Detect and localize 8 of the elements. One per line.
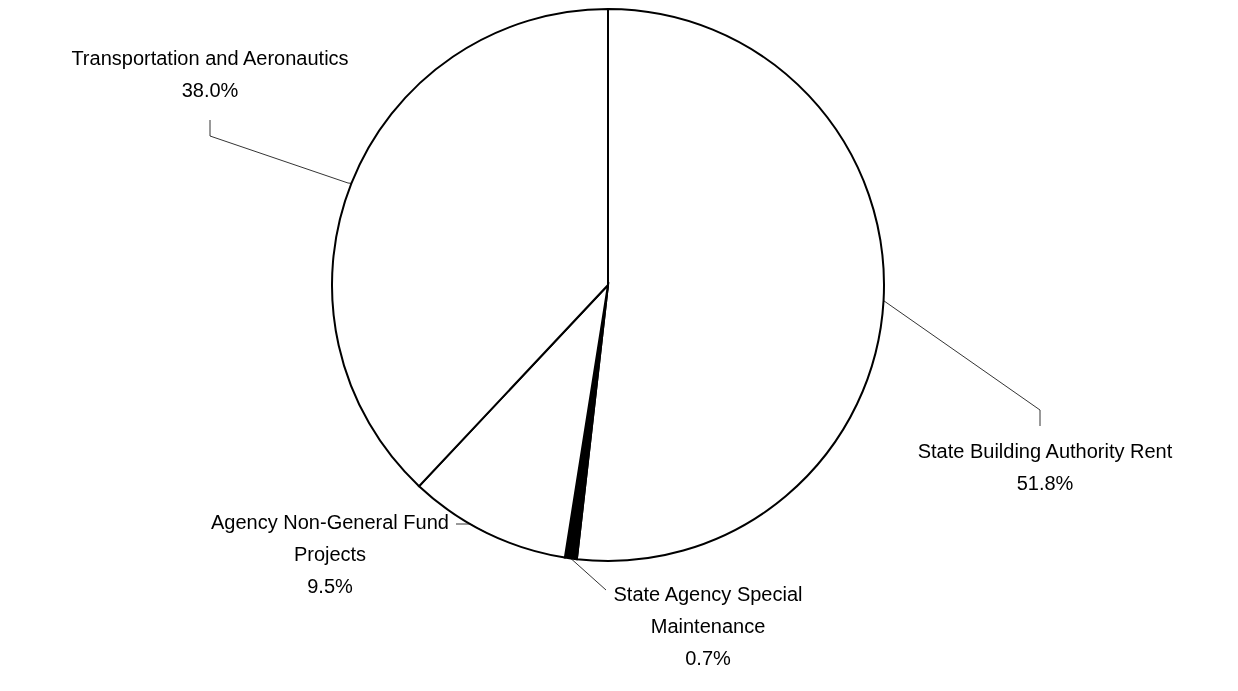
data-label: 0.7%	[685, 647, 732, 670]
slice-label: Agency Non-General Fund Projects	[211, 511, 449, 566]
data-label: 51.8%	[1016, 472, 1074, 495]
slice-label: State Agency Special Maintenance	[613, 583, 803, 638]
slice-label: State Building Authority Rent	[917, 440, 1173, 463]
data-label: 38.0%	[181, 79, 239, 102]
slice-label: Transportation and Aeronautics	[71, 47, 349, 70]
data-label: 9.5%	[307, 575, 354, 598]
